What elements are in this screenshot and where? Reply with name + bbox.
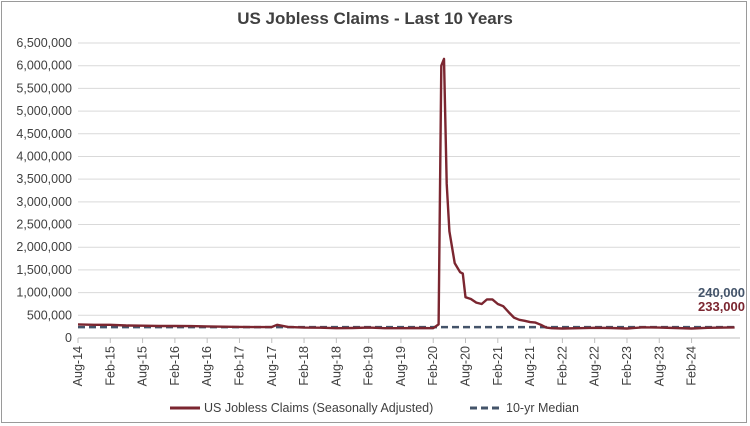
x-tick-label: Feb-17 <box>232 346 246 386</box>
y-tick-label: 4,000,000 <box>16 149 72 163</box>
x-tick-label: Aug-20 <box>459 346 473 386</box>
x-tick-label: Aug-19 <box>394 346 408 386</box>
y-tick-label: 2,500,000 <box>16 218 72 232</box>
x-tick-label: Aug-22 <box>588 346 602 386</box>
y-tick-label: 6,500,000 <box>16 36 72 50</box>
x-tick-label: Aug-23 <box>652 346 666 386</box>
x-tick-label: Aug-16 <box>200 346 214 386</box>
series-lines <box>77 57 738 330</box>
x-axis-ticks: Aug-14 Feb-15 Aug-15 Feb-16 Aug-16 Feb-17 Aug-… <box>71 338 699 386</box>
y-tick-label: 6,000,000 <box>16 59 72 73</box>
x-tick-label: Feb-24 <box>685 346 699 386</box>
legend: US Jobless Claims (Seasonally Adjusted) 1… <box>170 401 579 415</box>
y-tick-label: 3,000,000 <box>16 195 72 209</box>
y-tick-label: 2,000,000 <box>16 240 72 254</box>
legend-label-median: 10-yr Median <box>506 401 579 415</box>
y-tick-label: 5,000,000 <box>16 104 72 118</box>
x-tick-label: Feb-15 <box>103 346 117 386</box>
legend-label-claims: US Jobless Claims (Seasonally Adjusted) <box>204 401 433 415</box>
y-tick-label: 4,500,000 <box>16 127 72 141</box>
y-tick-label: 3,500,000 <box>16 172 72 186</box>
x-tick-label: Feb-18 <box>297 346 311 386</box>
x-tick-label: Aug-14 <box>71 346 85 386</box>
x-tick-label: Feb-20 <box>426 346 440 386</box>
median-value-label: 240,000 <box>698 285 745 300</box>
y-tick-label: 1,000,000 <box>16 286 72 300</box>
y-tick-label: 5,500,000 <box>16 81 72 95</box>
y-tick-label: 1,500,000 <box>16 263 72 277</box>
chart-title: US Jobless Claims - Last 10 Years <box>237 9 513 28</box>
latest-value-label: 233,000 <box>698 299 745 314</box>
x-tick-label: Feb-21 <box>491 346 505 386</box>
y-tick-label: 0 <box>65 331 72 345</box>
x-tick-label: Aug-17 <box>265 346 279 386</box>
x-tick-label: Aug-15 <box>136 346 150 386</box>
y-axis-ticks: 0 500,000 1,000,000 1,500,000 2,000,000 2,500… <box>16 36 72 345</box>
gridlines <box>78 42 740 339</box>
x-tick-label: Feb-16 <box>168 346 182 386</box>
y-tick-label: 500,000 <box>27 308 72 322</box>
x-tick-label: Aug-21 <box>523 346 537 386</box>
x-tick-label: Feb-19 <box>362 346 376 386</box>
x-tick-label: Aug-18 <box>329 346 343 386</box>
x-tick-label: Feb-23 <box>620 346 634 386</box>
claims-line <box>77 57 735 330</box>
x-tick-label: Feb-22 <box>555 346 569 386</box>
